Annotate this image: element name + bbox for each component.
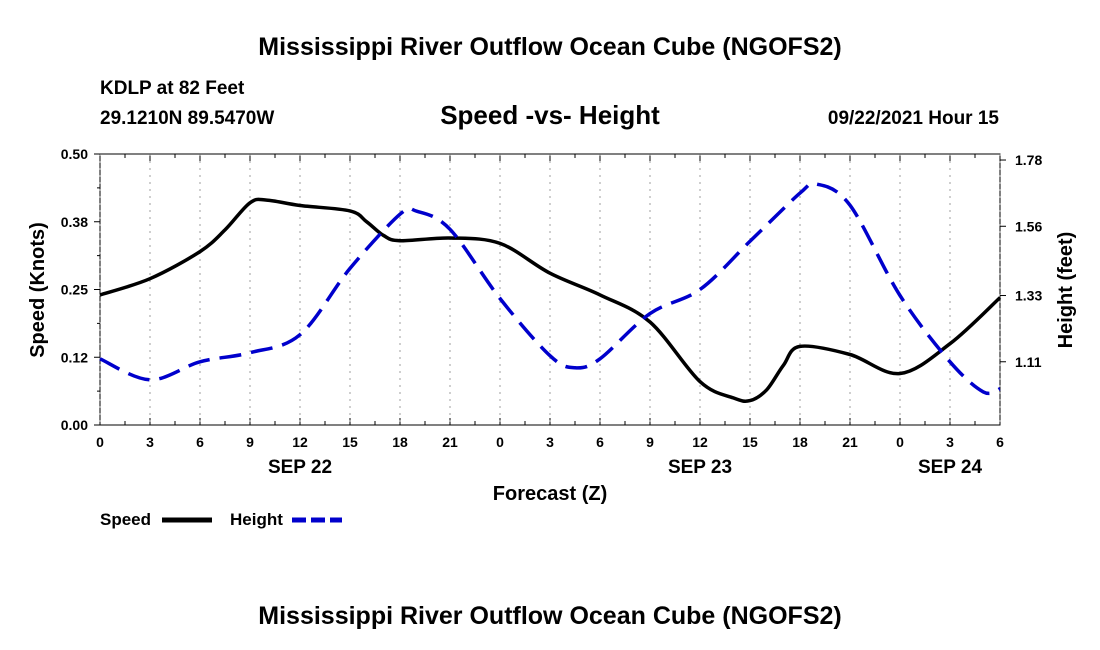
chart-title: Mississippi River Outflow Ocean Cube (NG… [258, 33, 841, 61]
date-tick-label: SEP 22 [268, 457, 332, 478]
y-right-tick-label: 1.56 [1015, 218, 1042, 234]
y-left-tick-label: 0.12 [61, 349, 88, 365]
footer-title: Mississippi River Outflow Ocean Cube (NG… [258, 602, 841, 630]
x-tick-label: 12 [292, 434, 308, 450]
coordinates-label: 29.1210N 89.5470W [100, 108, 274, 129]
x-tick-label: 12 [692, 434, 708, 450]
speed-series-line [99, 197, 1002, 403]
x-tick-label: 21 [842, 434, 858, 450]
x-tick-label: 6 [196, 434, 204, 450]
x-tick-label: 6 [996, 434, 1004, 450]
axis-ticks: 0 3 6 9 12 15 18 21 0 3 6 9 12 15 18 21 0 3 6 SEP 22 SEP 23 S… [61, 146, 1043, 478]
x-tick-label: 3 [146, 434, 154, 450]
y-axis-right-label: Height (feet) [1055, 232, 1077, 349]
x-tick-label: 9 [246, 434, 254, 450]
x-tick-label: 18 [792, 434, 808, 450]
date-tick-label: SEP 23 [668, 457, 732, 478]
x-tick-label: 0 [496, 434, 504, 450]
x-tick-label: 9 [646, 434, 654, 450]
x-tick-label: 3 [946, 434, 954, 450]
x-tick-label: 0 [896, 434, 904, 450]
plot-frame [99, 153, 1001, 426]
x-tick-label: 15 [742, 434, 758, 450]
x-tick-label: 0 [96, 434, 104, 450]
date-tick-label: SEP 24 [918, 457, 983, 478]
y-left-tick-label: 0.00 [61, 417, 88, 433]
legend-speed-label: Speed [100, 510, 151, 529]
x-tick-label: 18 [392, 434, 408, 450]
legend-height-label: Height [230, 510, 283, 529]
height-series-line [99, 181, 1001, 396]
legend: Speed Height [100, 510, 342, 529]
x-tick-label: 3 [546, 434, 554, 450]
x-axis-label: Forecast (Z) [493, 483, 607, 505]
date-label: 09/22/2021 Hour 15 [828, 108, 1000, 129]
y-right-tick-label: 1.33 [1015, 288, 1042, 304]
station-label: KDLP at 82 Feet [100, 78, 245, 99]
x-tick-label: 6 [596, 434, 604, 450]
y-axis-left-label: Speed (Knots) [27, 222, 49, 358]
x-tick-label: 21 [442, 434, 458, 450]
y-left-tick-label: 0.25 [61, 282, 88, 298]
y-right-tick-label: 1.78 [1015, 152, 1042, 168]
y-right-tick-label: 1.11 [1015, 354, 1042, 370]
x-tick-label: 15 [342, 434, 358, 450]
y-left-tick-label: 0.38 [61, 214, 88, 230]
y-left-tick-label: 0.50 [61, 146, 88, 162]
chart-subtitle: Speed -vs- Height [440, 100, 660, 130]
